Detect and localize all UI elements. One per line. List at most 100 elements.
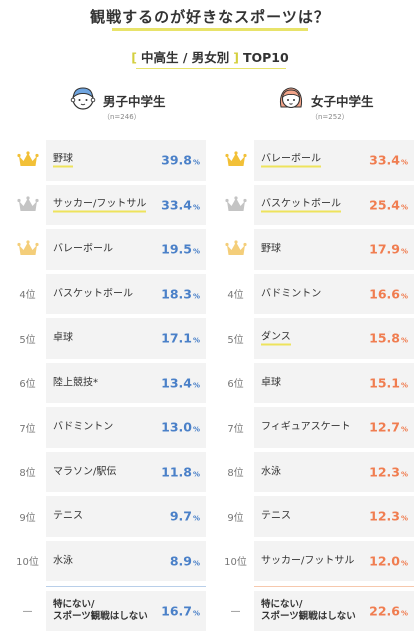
ranking-row: 4位 バスケットボール 18.3% [10, 272, 206, 317]
subtitle-bracket-close: ] [233, 50, 239, 65]
boys-column: 男子中学生 （n=246） 野球 39.8% サッカー/フットサル 33.4% バレーボ… [10, 80, 206, 633]
percentage-value: 9.7 [169, 508, 192, 524]
percentage: 13.0% [161, 420, 200, 435]
sport-name: バドミントン [53, 421, 114, 433]
subtitle-tail: TOP10 [242, 50, 289, 65]
none-label: 特にない/スポーツ観戦はしない [53, 599, 148, 623]
sport-name: マラソン/駅伝 [53, 466, 117, 478]
subtitle-line [136, 68, 286, 69]
percentage-value: 13.4 [161, 375, 192, 391]
ranking-cell: 卓球 17.1% [46, 318, 206, 359]
rank-label: 7位 [19, 423, 36, 435]
percentage: 25.4% [369, 197, 408, 212]
percentage-unit: % [192, 336, 200, 345]
rank-label: 10位 [16, 557, 39, 569]
ranking-row: バスケットボール 25.4% [218, 183, 414, 228]
sport-name: バスケットボール [261, 197, 341, 213]
sport-name: テニス [261, 510, 291, 522]
sport-name: 水泳 [261, 466, 281, 478]
rank-label: 7位 [227, 423, 244, 435]
bronze-crown-icon [16, 240, 39, 256]
rank-label [218, 227, 253, 272]
rank-label: 8位 [227, 468, 244, 480]
sport-name: 野球 [261, 243, 281, 255]
sport-name: サッカー/フットサル [261, 555, 355, 567]
rank-label: 6位 [227, 379, 244, 391]
percentage: 12.3% [369, 464, 408, 479]
percentage-unit: % [400, 470, 408, 479]
rank-label: 9位 [19, 512, 36, 524]
ranking-row: 5位 ダンス 15.8% [218, 316, 414, 361]
percentage-unit: % [192, 425, 200, 434]
percentage-unit: % [400, 292, 408, 301]
girls-header: 女子中学生 （n=252） [218, 80, 414, 138]
ranking-row: バレーボール 19.5% [10, 227, 206, 272]
ranking-cell: テニス 9.7% [46, 496, 206, 537]
ranking-row: 9位 テニス 12.3% [218, 494, 414, 539]
sport-name: サッカー/フットサル [53, 197, 147, 213]
sport-name: ダンス [261, 331, 291, 346]
percentage: 16.7% [161, 604, 200, 619]
percentage-value: 13.0 [161, 419, 192, 435]
percentage-unit: % [400, 559, 408, 568]
ranking-cell: バドミントン 13.0% [46, 407, 206, 448]
ranking-cell: バレーボール 19.5% [46, 229, 206, 270]
percentage-value: 33.4 [161, 197, 192, 213]
sport-name: バドミントン [261, 288, 322, 300]
girls-column: 女子中学生 （n=252） バレーボール 33.4% バスケットボール 25.4% 野球… [218, 80, 414, 633]
none-label-line1: 特にない/ [261, 599, 303, 611]
percentage-value: 12.3 [369, 464, 400, 480]
percentage-value: 12.7 [369, 419, 400, 435]
ranking-row: 4位 バドミントン 16.6% [218, 272, 414, 317]
percentage-value: 22.6 [369, 603, 400, 619]
divider-line [46, 586, 206, 587]
percentage-unit: % [400, 514, 408, 523]
ranking-row: 8位 水泳 12.3% [218, 450, 414, 495]
boys-rows: 野球 39.8% サッカー/フットサル 33.4% バレーボール 19.5% 4位 バスケット… [10, 138, 206, 633]
percentage-value: 18.3 [161, 286, 192, 302]
sport-name: 陸上競技* [53, 377, 98, 389]
ranking-cell: バレーボール 33.4% [254, 140, 414, 181]
rank-label: — [22, 605, 33, 617]
ranking-cell: 陸上競技* 13.4% [46, 362, 206, 403]
ranking-cell: 野球 39.8% [46, 140, 206, 181]
percentage: 9.7% [170, 509, 200, 524]
percentage: 13.4% [161, 375, 200, 390]
ranking-cell: マラソン/駅伝 11.8% [46, 451, 206, 492]
ranking-row: 10位 水泳 8.9% [10, 539, 206, 584]
ranking-cell: サッカー/フットサル 12.0% [254, 540, 414, 581]
sport-name: バレーボール [53, 243, 113, 255]
subtitle-bracket-open: [ [131, 50, 138, 65]
ranking-cell: 野球 17.9% [254, 229, 414, 270]
rank-label [10, 138, 45, 183]
girls-sample-size: （n=252） [311, 113, 349, 121]
rank-label: 5位 [19, 334, 36, 346]
ranking-row: サッカー/フットサル 33.4% [10, 183, 206, 228]
girl-avatar-icon [279, 87, 303, 109]
percentage: 15.1% [369, 375, 408, 390]
percentage-unit: % [192, 381, 200, 390]
boy-avatar-icon [70, 87, 96, 110]
percentage-unit: % [192, 158, 200, 167]
rank-label [218, 183, 253, 228]
rank-label: 9位 [227, 512, 244, 524]
girls-title: 女子中学生 [311, 94, 374, 109]
percentage-value: 39.8 [161, 152, 192, 168]
sport-name: バスケットボール [53, 288, 133, 300]
percentage-unit: % [400, 381, 408, 390]
rank-label: 4位 [19, 290, 36, 302]
percentage: 18.3% [161, 286, 200, 301]
none-label-line1: 特にない/ [53, 599, 95, 611]
boys-title: 男子中学生 [103, 94, 166, 109]
gold-crown-icon [224, 151, 247, 167]
percentage-value: 33.4 [369, 152, 400, 168]
percentage: 12.7% [369, 420, 408, 435]
percentage-unit: % [400, 425, 408, 434]
percentage-unit: % [192, 470, 200, 479]
percentage: 12.3% [369, 509, 408, 524]
percentage-value: 15.1 [369, 375, 400, 391]
sport-name: バレーボール [261, 153, 321, 168]
percentage: 33.4% [161, 197, 200, 212]
percentage-unit: % [400, 247, 408, 256]
ranking-row: 8位 マラソン/駅伝 11.8% [10, 450, 206, 495]
